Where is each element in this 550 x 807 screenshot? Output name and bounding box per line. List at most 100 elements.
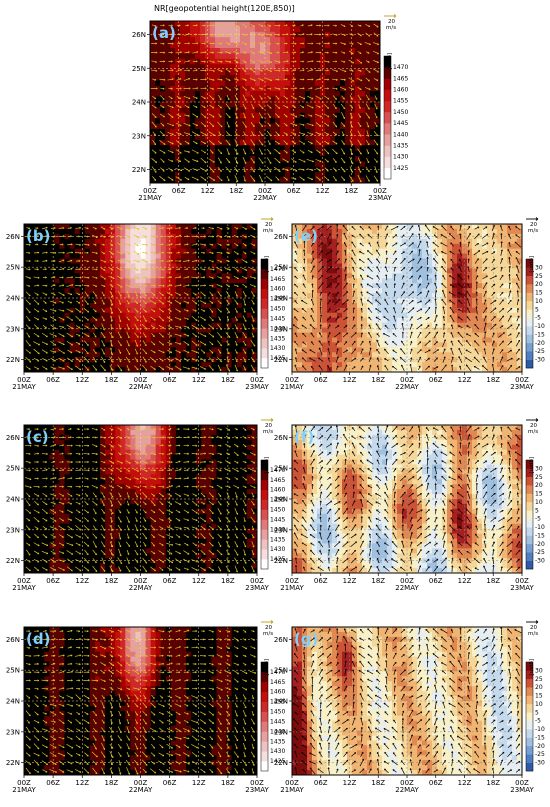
field-cell: [186, 332, 192, 339]
wind-vector-head: [154, 24, 157, 27]
field-cell: [24, 228, 30, 235]
field-cell: [160, 48, 166, 54]
wind-vector: [324, 132, 329, 135]
field-cell: [175, 283, 182, 289]
field-cell: [44, 362, 50, 368]
wind-vector: [226, 175, 230, 182]
field-cell: [84, 228, 91, 235]
wind-vector-head: [155, 60, 157, 63]
wind-vector-head: [63, 367, 65, 370]
wind-vector: [183, 317, 189, 320]
field-cell: [29, 528, 35, 535]
field-cell: [160, 107, 166, 114]
field-cell: [285, 177, 291, 183]
field-cell: [39, 342, 45, 348]
field-cell: [196, 228, 202, 235]
field-cell: [245, 118, 251, 125]
field-cell: [99, 273, 106, 279]
field-cell: [24, 243, 30, 250]
wind-vector-head: [136, 302, 138, 305]
field-cell: [29, 558, 35, 564]
wind-vector: [150, 324, 156, 329]
wind-vector-head: [195, 302, 198, 305]
wind-vector-head: [154, 170, 157, 173]
field-cell: [165, 75, 171, 81]
field-cell: [355, 26, 361, 33]
wind-vector-head: [311, 97, 314, 100]
field-cell: [155, 177, 161, 183]
field-cell: [200, 134, 206, 141]
field-cell: [220, 118, 226, 125]
field-cell: [74, 307, 81, 314]
field-cell: [29, 253, 35, 260]
field-cell: [305, 166, 311, 173]
field-cell: [315, 150, 321, 157]
field-cell: [305, 21, 311, 27]
field-cell: [49, 248, 55, 255]
field-cell: [140, 352, 147, 358]
wind-vector: [183, 260, 190, 262]
field-cell: [135, 253, 142, 260]
wind-vector: [259, 148, 263, 155]
field-cell: [370, 139, 376, 146]
field-cell: [235, 53, 241, 60]
field-cell: [170, 123, 176, 130]
wind-vector-head: [219, 310, 222, 313]
field-cell: [94, 352, 101, 358]
wind-vector: [242, 121, 247, 128]
field-cell: [220, 80, 226, 87]
wind-vector-head: [70, 368, 73, 370]
field-cell: [230, 69, 236, 76]
wind-vector-head: [311, 78, 314, 81]
field-cell: [310, 150, 316, 157]
field-cell: [221, 322, 228, 329]
wind-vector: [200, 268, 206, 271]
wind-vector: [234, 316, 238, 321]
field-cell: [250, 129, 256, 135]
field-cell: [150, 31, 156, 38]
field-cell: [236, 322, 243, 329]
wind-vectors-a: [150, 23, 379, 183]
field-cell: [59, 347, 66, 353]
wind-vector-head: [45, 284, 48, 287]
wind-vector: [41, 349, 48, 354]
field-cell: [64, 347, 71, 353]
wind-vector-head: [244, 343, 247, 346]
field-cell: [236, 312, 243, 319]
wind-vector: [249, 284, 256, 288]
wind-vector-head: [179, 151, 182, 154]
field-cell: [89, 337, 96, 343]
wind-vector-head: [36, 243, 39, 246]
field-cell: [345, 96, 351, 103]
field-cell: [305, 172, 311, 179]
field-cell: [155, 248, 162, 255]
field-cell: [185, 156, 191, 162]
field-cell: [160, 75, 166, 81]
wind-vector-head: [79, 226, 82, 229]
field-cell: [34, 238, 40, 245]
wind-vector-head: [261, 87, 264, 90]
field-cell: [230, 118, 236, 125]
field-cell: [255, 96, 261, 103]
wind-vector: [341, 140, 345, 145]
field-cell: [360, 58, 366, 65]
field-cell: [160, 243, 167, 250]
wind-vector: [217, 259, 222, 263]
wind-vector-head: [293, 24, 296, 27]
wind-vector-head: [171, 142, 174, 145]
wind-vector: [217, 87, 223, 90]
wind-vector-head: [162, 276, 164, 279]
field-cell: [39, 228, 45, 235]
wind-vector-head: [334, 179, 337, 182]
wind-vector: [217, 276, 222, 279]
wind-vector-head: [61, 276, 64, 279]
field-cell: [245, 37, 251, 44]
wind-vector-head: [236, 152, 239, 155]
wind-vector: [374, 121, 378, 128]
field-cell: [165, 298, 172, 304]
wind-vector-head: [86, 318, 89, 321]
wind-vector: [242, 340, 247, 346]
wind-vector-head: [53, 235, 56, 238]
wind-vector-head: [236, 285, 239, 288]
wind-vector-head: [219, 302, 222, 305]
